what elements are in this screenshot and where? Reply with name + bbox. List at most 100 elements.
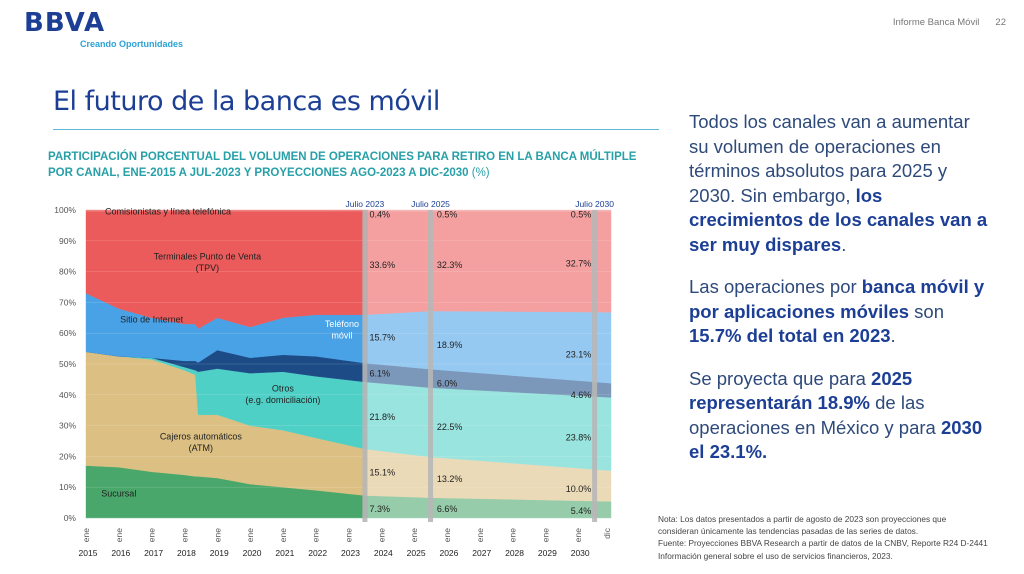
logo-wordmark: BBVA <box>24 8 106 38</box>
series-label-tpv: Terminales Punto de Venta <box>154 251 262 261</box>
p1-text-b: los crecimientos de los canales van a se… <box>689 184 988 255</box>
x-month-label: ene <box>278 528 288 542</box>
value-label: 22.5% <box>437 422 463 432</box>
x-year-label: 2023 <box>341 548 360 558</box>
series-label-atm: Cajeros automáticos <box>160 431 243 441</box>
x-month-label: ene <box>475 528 485 542</box>
x-year-label: 2015 <box>79 548 98 558</box>
y-tick-label: 30% <box>59 421 76 431</box>
value-label: 32.7% <box>566 259 592 269</box>
series-label-otros: Otros <box>272 384 295 394</box>
chart-heading: PARTICIPACIÓN PORCENTUAL DEL VOLUMEN DE … <box>48 149 658 181</box>
marker-bar-3 <box>592 210 598 522</box>
value-label: 15.7% <box>370 333 396 343</box>
value-label: 15.1% <box>370 468 396 478</box>
commentary-paragraph-2: Las operaciones por banca móvil y por ap… <box>689 275 989 349</box>
value-label: 13.2% <box>437 474 463 484</box>
x-month-label: ene <box>81 528 91 542</box>
y-tick-label: 50% <box>59 359 76 369</box>
p3-text-c: de las operaciones en México y para <box>689 392 941 438</box>
marker-label: Julio 2023 <box>346 199 385 209</box>
chart-heading-text: PARTICIPACIÓN PORCENTUAL DEL VOLUMEN DE … <box>48 151 637 179</box>
x-year-label: 2027 <box>472 548 491 558</box>
value-label: 4.6% <box>571 390 592 400</box>
value-label: 6.6% <box>437 504 458 514</box>
y-tick-label: 20% <box>59 451 76 461</box>
x-month-label: ene <box>409 528 419 542</box>
logo-tagline: Creando Oportunidades <box>80 39 184 49</box>
p1-text-c: . <box>841 233 847 255</box>
y-tick-label: 0% <box>64 513 77 523</box>
commentary-paragraph-1: Todos los canales van a aumentar su volu… <box>689 110 989 257</box>
marker-bar-1 <box>362 210 368 522</box>
x-month-label-last: dic <box>602 527 612 539</box>
x-year-label: 2021 <box>275 548 294 558</box>
value-label: 6.0% <box>437 379 458 389</box>
area-tpv-historical <box>85 211 368 329</box>
series-label-sucursal: Sucursal <box>101 488 136 498</box>
y-tick-label: 100% <box>54 205 76 215</box>
y-tick-label: 40% <box>59 390 76 400</box>
y-tick-label: 10% <box>59 482 76 492</box>
footnote-fuente: Fuente: Proyecciones BBVA Research a par… <box>658 538 988 561</box>
page-header-info: Informe Banca Móvil 22 <box>877 17 1006 28</box>
footnote: Nota: Los datos presentados a partir de … <box>658 513 988 562</box>
x-month-label: ene <box>114 528 124 542</box>
series-label-otros: (e.g. domiciliación) <box>245 395 320 405</box>
x-month-label: ene <box>508 528 518 542</box>
p2-text-b: banca móvil y por aplicaciones móviles <box>689 276 985 322</box>
value-label: 23.8% <box>566 433 592 443</box>
x-month-label: ene <box>442 528 452 542</box>
p3-text-d: 2030 el 23.1%. <box>689 416 983 463</box>
footnote-nota: Nota: Los datos presentados a partir de … <box>658 514 947 537</box>
x-year-label: 2026 <box>439 548 458 558</box>
value-label: 6.1% <box>370 369 391 379</box>
value-label: 0.5% <box>571 209 592 219</box>
y-tick-label: 70% <box>59 297 76 307</box>
marker-label: Julio 2030 <box>575 199 614 209</box>
p3-text-b: 2025 representarán 18.9% <box>689 367 913 414</box>
stacked-area-chart: 0% 10% 20% 30% 40% 50% 60% 70% 80% 90% 100% Julio 2… <box>54 199 614 558</box>
x-month-label: ene <box>376 528 386 542</box>
x-year-label: 2025 <box>407 548 426 558</box>
x-month-label: ene <box>179 528 189 542</box>
x-month-label: ene <box>540 528 550 542</box>
y-tick-label: 90% <box>59 236 76 246</box>
value-label: 21.8% <box>370 412 396 422</box>
title-divider <box>53 129 659 130</box>
p1-text-a: Todos los canales van a aumentar su volu… <box>689 111 970 206</box>
x-month-label: ene <box>311 528 321 542</box>
right-commentary: Todos los canales van a aumentar su volu… <box>689 110 989 483</box>
x-year-label: 2018 <box>177 548 196 558</box>
p2-text-a: Las operaciones por <box>689 276 862 297</box>
commentary-paragraph-3: Se proyecta que para 2025 representarán … <box>689 367 989 465</box>
page-number: 22 <box>995 17 1006 28</box>
report-name: Informe Banca Móvil <box>892 17 980 28</box>
page-title: El futuro de la banca es móvil <box>53 86 440 117</box>
x-year-label: 2022 <box>308 548 327 558</box>
x-year-label: 2017 <box>144 548 163 558</box>
p3-text-a: Se proyecta que para <box>689 367 872 389</box>
value-label: 33.6% <box>370 260 396 270</box>
value-label: 18.9% <box>437 340 463 350</box>
x-year-label: 2020 <box>243 548 262 558</box>
y-tick-label: 60% <box>59 328 76 338</box>
x-year-label: 2028 <box>505 548 524 558</box>
series-label-atm: (ATM) <box>189 443 213 453</box>
p2-text-d: 15.7% del total en 2023 <box>689 325 891 346</box>
value-label: 10.0% <box>566 484 592 494</box>
value-label: 32.3% <box>437 260 463 270</box>
x-month-label: ene <box>344 528 354 542</box>
series-label-telefono: móvil <box>331 331 352 341</box>
value-label: 7.3% <box>370 504 391 514</box>
value-label: 5.4% <box>571 506 592 516</box>
x-year-label: 2024 <box>374 548 393 558</box>
y-tick-label: 80% <box>59 267 76 277</box>
x-year-label: 2016 <box>111 548 130 558</box>
p2-text-c: son <box>909 300 944 322</box>
bbva-logo[interactable]: BBVA Creando Oportunidades <box>24 8 183 49</box>
value-label: 0.5% <box>437 209 458 219</box>
value-label: 0.4% <box>370 209 391 219</box>
marker-bar-2 <box>428 210 434 522</box>
chart-heading-unit: (%) <box>471 167 490 179</box>
